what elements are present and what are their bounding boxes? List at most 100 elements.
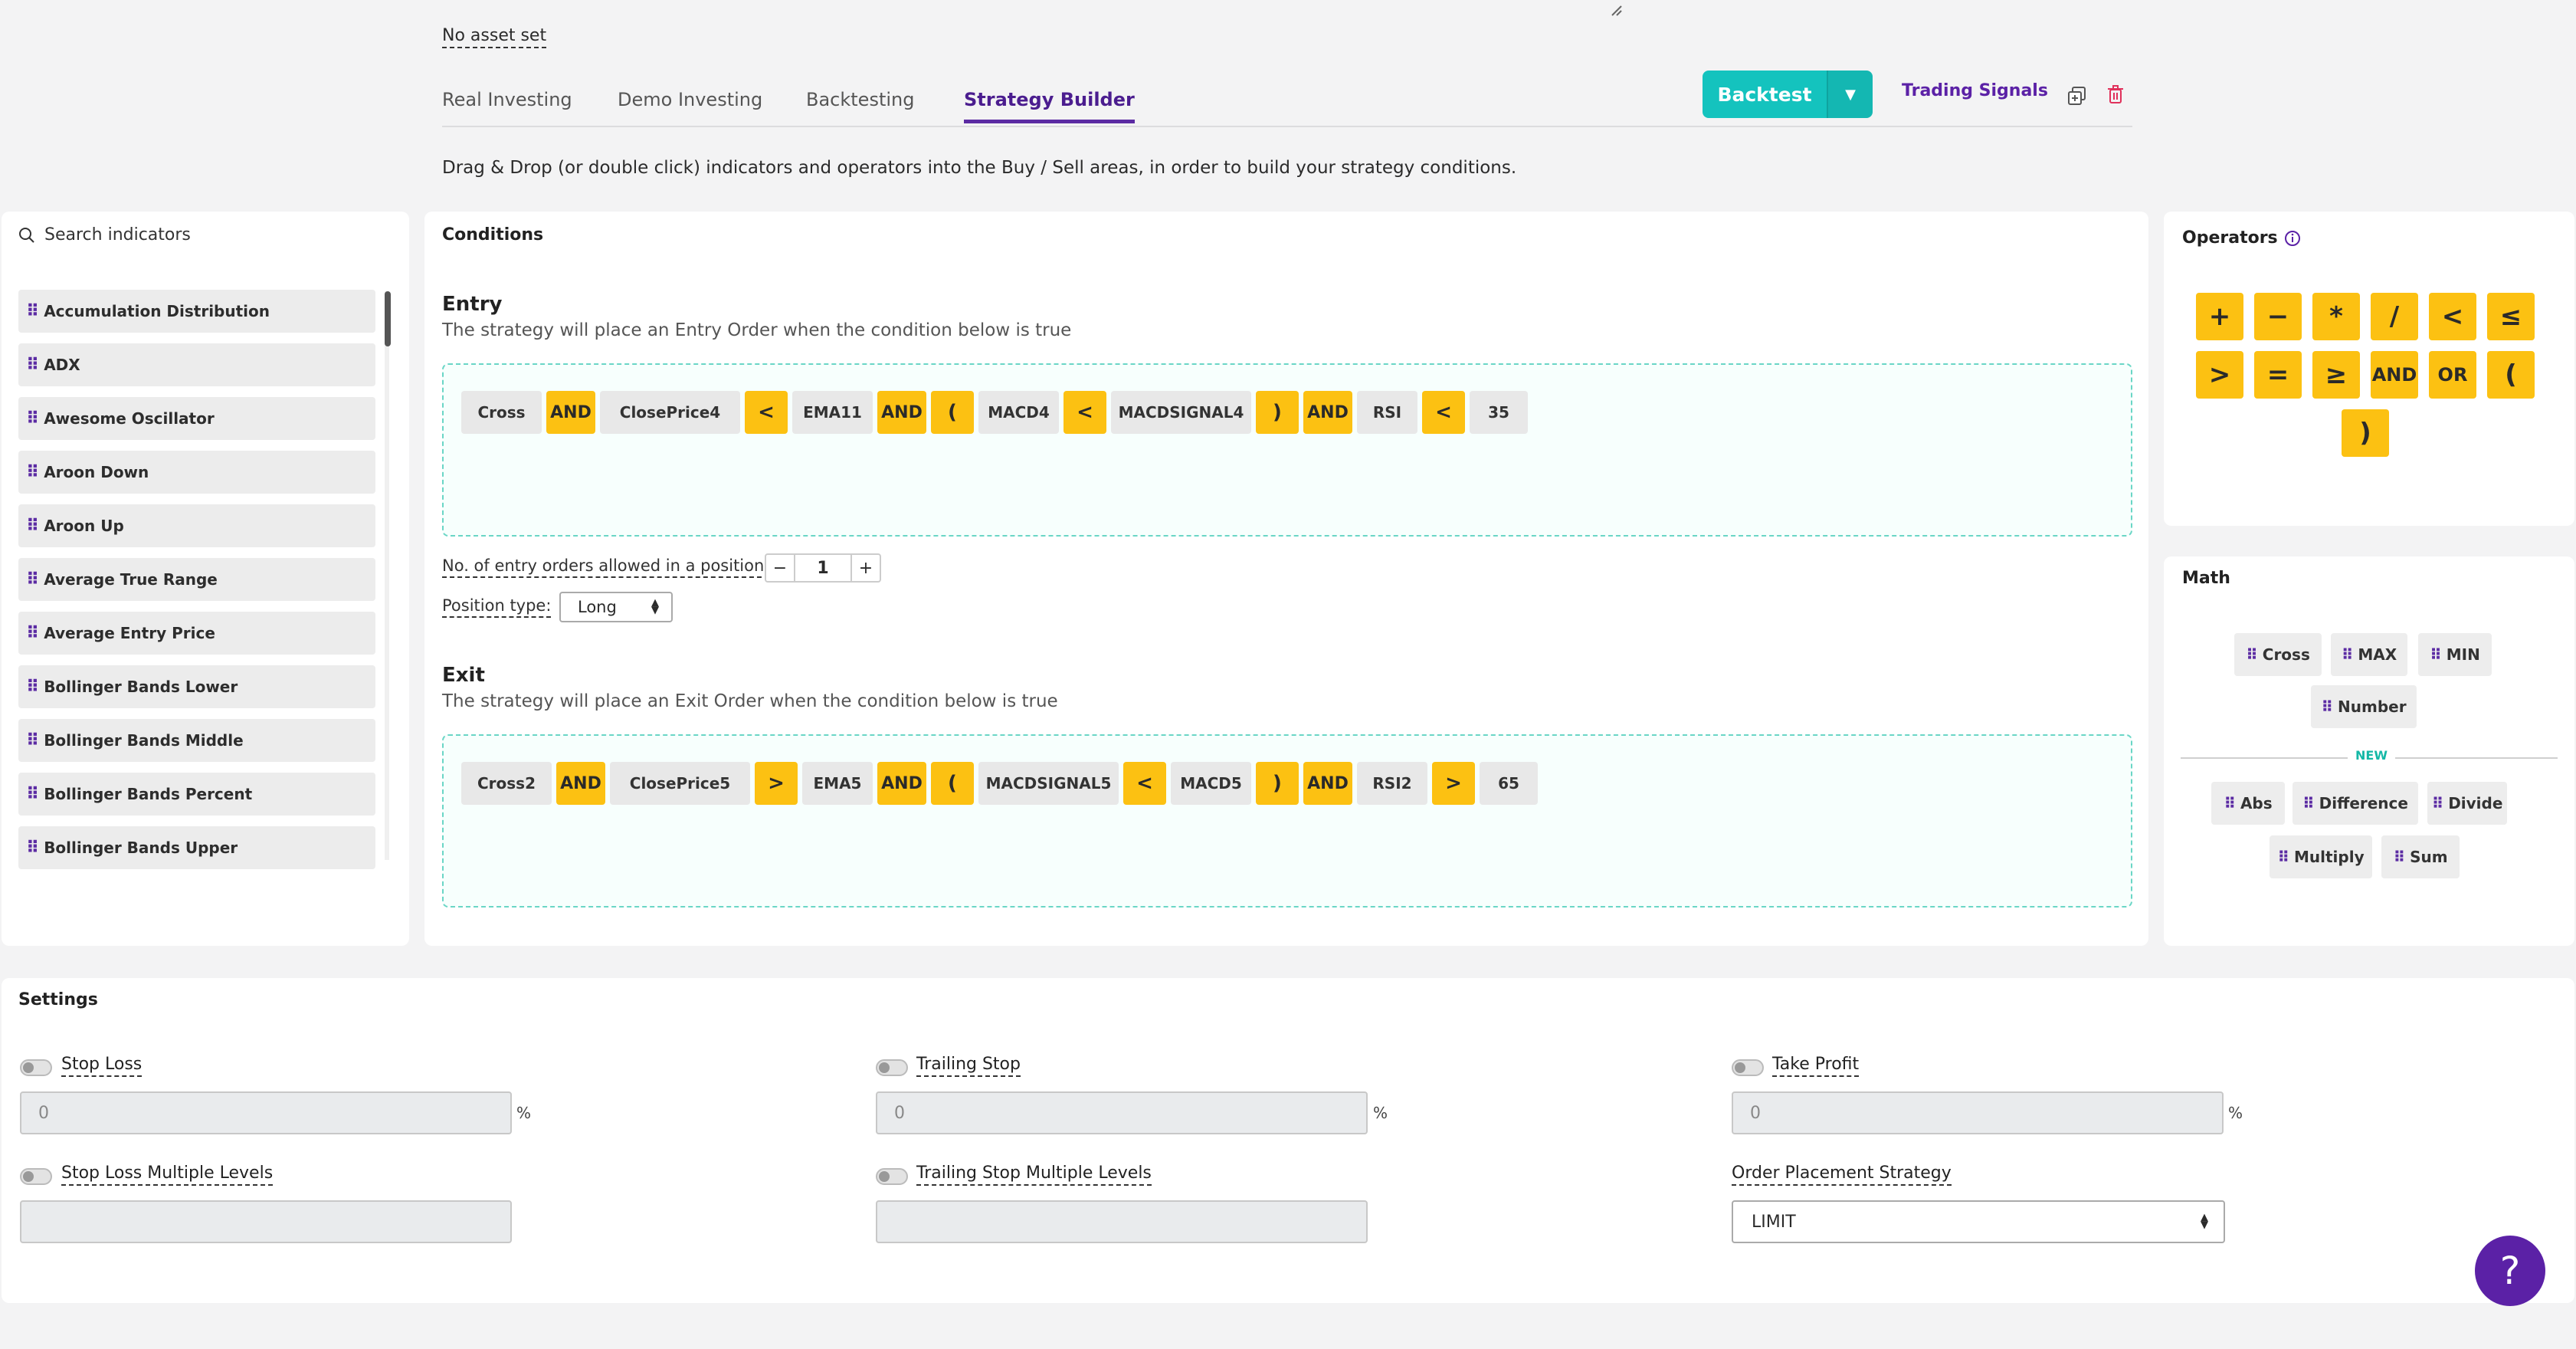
take-profit-toggle[interactable] xyxy=(1732,1059,1764,1076)
drag-handle-icon[interactable]: ⠿ xyxy=(2341,645,2354,664)
operator-token-greater-than[interactable]: > xyxy=(1432,762,1475,805)
math-item-multiply[interactable]: ⠿ Multiply xyxy=(2270,835,2372,878)
drag-handle-icon[interactable]: ⠿ xyxy=(26,677,39,697)
indicator-token-rsi[interactable]: RSI xyxy=(1357,391,1417,434)
indicator-item-bollinger-bands-upper[interactable]: ⠿ Bollinger Bands Upper xyxy=(18,826,375,869)
operator-token-and[interactable]: AND xyxy=(877,762,926,805)
operator-token-less-than[interactable]: < xyxy=(1123,762,1166,805)
stop-loss-multi-input[interactable] xyxy=(20,1200,512,1243)
indicator-item-bollinger-bands-percent[interactable]: ⠿ Bollinger Bands Percent xyxy=(18,773,375,816)
indicator-token-ema11[interactable]: EMA11 xyxy=(792,391,873,434)
info-icon[interactable] xyxy=(2284,230,2301,247)
operator-button-plus[interactable]: + xyxy=(2196,293,2243,340)
indicator-item-adx[interactable]: ⠿ ADX xyxy=(18,343,375,386)
indicator-token-65[interactable]: 65 xyxy=(1480,762,1538,805)
drag-handle-icon[interactable]: ⠿ xyxy=(2393,848,2405,866)
math-item-min[interactable]: ⠿ MIN xyxy=(2418,633,2492,676)
operator-token-and[interactable]: AND xyxy=(1303,762,1352,805)
operator-button-divide[interactable]: / xyxy=(2371,293,2418,340)
indicator-search[interactable]: Search indicators xyxy=(18,225,191,245)
math-item-sum[interactable]: ⠿ Sum xyxy=(2381,835,2460,878)
position-type-select[interactable]: Long ▲ ▼ xyxy=(559,592,673,622)
operator-button-and[interactable]: AND xyxy=(2371,351,2418,399)
entry-dropzone[interactable] xyxy=(442,363,2132,537)
drag-handle-icon[interactable]: ⠿ xyxy=(26,784,39,804)
indicator-item-aroon-down[interactable]: ⠿ Aroon Down xyxy=(18,451,375,494)
indicator-item-aroon-up[interactable]: ⠿ Aroon Up xyxy=(18,504,375,547)
drag-handle-icon[interactable]: ⠿ xyxy=(26,730,39,750)
operator-token-less-than[interactable]: < xyxy=(1422,391,1465,434)
indicator-token-closeprice5[interactable]: ClosePrice5 xyxy=(610,762,750,805)
operator-token-close-paren[interactable]: ) xyxy=(1256,762,1299,805)
backtest-dropdown-toggle[interactable]: ▼ xyxy=(1827,71,1873,118)
math-item-cross[interactable]: ⠿ Cross xyxy=(2234,633,2322,676)
operator-button-greater-than[interactable]: > xyxy=(2196,351,2243,399)
math-item-divide[interactable]: ⠿ Divide xyxy=(2427,782,2507,825)
operator-button-less-equal[interactable]: ≤ xyxy=(2487,293,2535,340)
indicator-token-closeprice4[interactable]: ClosePrice4 xyxy=(600,391,740,434)
drag-handle-icon[interactable]: ⠿ xyxy=(2224,794,2236,812)
entry-count-value[interactable]: 1 xyxy=(817,558,829,578)
indicator-scrollbar-track[interactable] xyxy=(385,291,389,860)
indicator-token-ema5[interactable]: EMA5 xyxy=(802,762,873,805)
operator-button-minus[interactable]: − xyxy=(2254,293,2302,340)
operator-token-and[interactable]: AND xyxy=(877,391,926,434)
drag-handle-icon[interactable]: ⠿ xyxy=(26,516,39,536)
indicator-token-macd5[interactable]: MACD5 xyxy=(1171,762,1251,805)
operator-button-greater-equal[interactable]: ≥ xyxy=(2312,351,2360,399)
trailing-stop-toggle[interactable] xyxy=(876,1059,908,1076)
drag-handle-icon[interactable]: ⠿ xyxy=(26,355,39,375)
asset-selector[interactable]: No asset set xyxy=(442,26,547,48)
backtest-button[interactable]: Backtest xyxy=(1703,71,1827,118)
stop-loss-toggle[interactable] xyxy=(20,1059,52,1076)
indicator-item-accumulation-distribution[interactable]: ⠿ Accumulation Distribution xyxy=(18,290,375,333)
indicator-scrollbar-thumb[interactable] xyxy=(385,291,391,346)
stop-loss-input[interactable]: 0 xyxy=(20,1091,512,1134)
trailing-stop-multi-toggle[interactable] xyxy=(876,1168,908,1185)
drag-handle-icon[interactable]: ⠿ xyxy=(2277,848,2289,866)
trailing-stop-multi-input[interactable] xyxy=(876,1200,1368,1243)
stop-loss-multi-toggle[interactable] xyxy=(20,1168,52,1185)
indicator-token-35[interactable]: 35 xyxy=(1470,391,1528,434)
exit-dropzone[interactable] xyxy=(442,734,2132,908)
operator-token-and[interactable]: AND xyxy=(1303,391,1352,434)
drag-handle-icon[interactable]: ⠿ xyxy=(2430,645,2442,664)
tab-real-investing[interactable]: Real Investing xyxy=(442,89,572,110)
delete-icon[interactable] xyxy=(2104,83,2127,106)
operator-token-and[interactable]: AND xyxy=(546,391,595,434)
operator-button-or[interactable]: OR xyxy=(2429,351,2476,399)
indicator-item-average-true-range[interactable]: ⠿ Average True Range xyxy=(18,558,375,601)
help-button[interactable]: ? xyxy=(2475,1236,2545,1306)
drag-handle-icon[interactable]: ⠿ xyxy=(26,462,39,482)
drag-handle-icon[interactable]: ⠿ xyxy=(26,623,39,643)
trading-signals-link[interactable]: Trading Signals xyxy=(1902,81,2048,100)
drag-handle-icon[interactable]: ⠿ xyxy=(26,569,39,589)
operator-button-open-paren[interactable]: ( xyxy=(2487,351,2535,399)
operator-button-equals[interactable]: = xyxy=(2254,351,2302,399)
decrement-button[interactable]: − xyxy=(766,555,795,581)
operator-token-and[interactable]: AND xyxy=(556,762,605,805)
order-strategy-select[interactable]: LIMIT ▲ ▼ xyxy=(1732,1200,2225,1243)
increment-button[interactable]: + xyxy=(850,555,880,581)
indicator-token-cross[interactable]: Cross xyxy=(461,391,542,434)
drag-handle-icon[interactable]: ⠿ xyxy=(2321,697,2333,716)
indicator-token-macdsignal5[interactable]: MACDSIGNAL5 xyxy=(978,762,1119,805)
math-item-difference[interactable]: ⠿ Difference xyxy=(2293,782,2418,825)
operator-token-less-than[interactable]: < xyxy=(1064,391,1106,434)
indicator-item-bollinger-bands-middle[interactable]: ⠿ Bollinger Bands Middle xyxy=(18,719,375,762)
duplicate-icon[interactable] xyxy=(2066,84,2089,107)
indicator-token-macdsignal4[interactable]: MACDSIGNAL4 xyxy=(1111,391,1251,434)
math-item-max[interactable]: ⠿ MAX xyxy=(2331,633,2407,676)
operator-token-less-than[interactable]: < xyxy=(745,391,788,434)
tab-strategy-builder[interactable]: Strategy Builder xyxy=(964,89,1135,123)
indicator-token-macd4[interactable]: MACD4 xyxy=(978,391,1059,434)
operator-token-open-paren[interactable]: ( xyxy=(931,762,974,805)
drag-handle-icon[interactable]: ⠿ xyxy=(2431,794,2444,812)
indicator-item-average-entry-price[interactable]: ⠿ Average Entry Price xyxy=(18,612,375,655)
indicator-item-awesome-oscillator[interactable]: ⠿ Awesome Oscillator xyxy=(18,397,375,440)
drag-handle-icon[interactable]: ⠿ xyxy=(2302,794,2315,812)
tab-demo-investing[interactable]: Demo Investing xyxy=(618,89,763,110)
operator-button-multiply[interactable]: * xyxy=(2312,293,2360,340)
drag-handle-icon[interactable]: ⠿ xyxy=(26,409,39,428)
indicator-token-rsi2[interactable]: RSI2 xyxy=(1357,762,1427,805)
